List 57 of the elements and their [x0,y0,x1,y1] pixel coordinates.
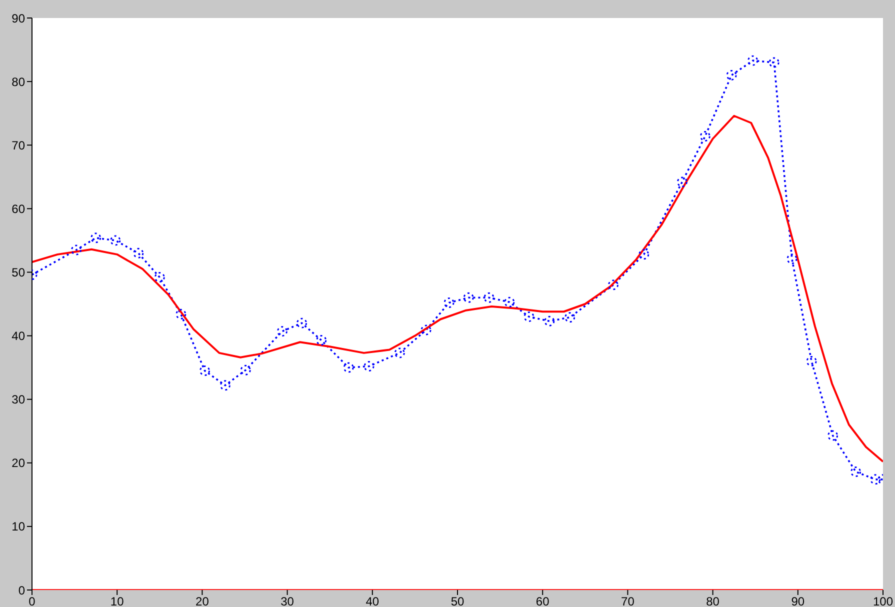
x-tick-label: 80 [706,594,720,607]
point [748,55,758,66]
point [154,272,165,283]
point [726,70,737,80]
y-tick-label: 80 [12,74,26,89]
x-tick-label: 10 [110,594,124,607]
point [240,364,251,376]
x-tick-label: 90 [791,594,805,607]
point [524,311,534,322]
point [444,297,454,308]
y-tick-label: 70 [12,138,26,152]
point [463,292,474,303]
x-tick-label: 30 [280,594,294,607]
y-tick-label: 30 [12,392,26,407]
point [296,318,308,328]
point [806,356,817,366]
point [850,466,862,478]
point [71,244,82,256]
point [700,130,710,142]
y-tick-label: 40 [12,329,26,344]
point [200,365,210,376]
point [316,334,327,346]
y-tick-label: 50 [12,265,26,280]
point [90,232,102,244]
y-tick-label: 60 [12,202,26,216]
point [828,430,838,441]
point [608,280,618,290]
x-tick-label: 40 [366,594,380,607]
point [564,312,576,323]
point [364,361,374,372]
point [420,324,432,336]
x-tick-label: 70 [621,594,635,607]
x-tick-label: 100 [872,594,894,607]
x-tick-label: 60 [536,594,550,607]
point [110,235,121,246]
point [343,362,354,373]
y-tick-label: 10 [12,520,26,534]
point [176,308,186,320]
point [394,348,405,358]
point [504,296,515,308]
point [276,326,288,337]
point [870,474,881,485]
point [133,248,144,258]
point [544,316,555,326]
y-tick-label: 0 [18,583,26,598]
y-tick-label: 90 [12,11,26,26]
x-tick-label: 20 [196,594,210,607]
point [786,254,798,264]
point [676,176,688,188]
x-tick-label: 0 [28,594,36,607]
x-tick-label: 50 [450,594,464,607]
point [638,249,650,260]
point [220,380,230,391]
point [484,292,494,303]
y-tick-label: 20 [12,456,26,470]
point [768,57,780,68]
line-series [32,114,883,463]
